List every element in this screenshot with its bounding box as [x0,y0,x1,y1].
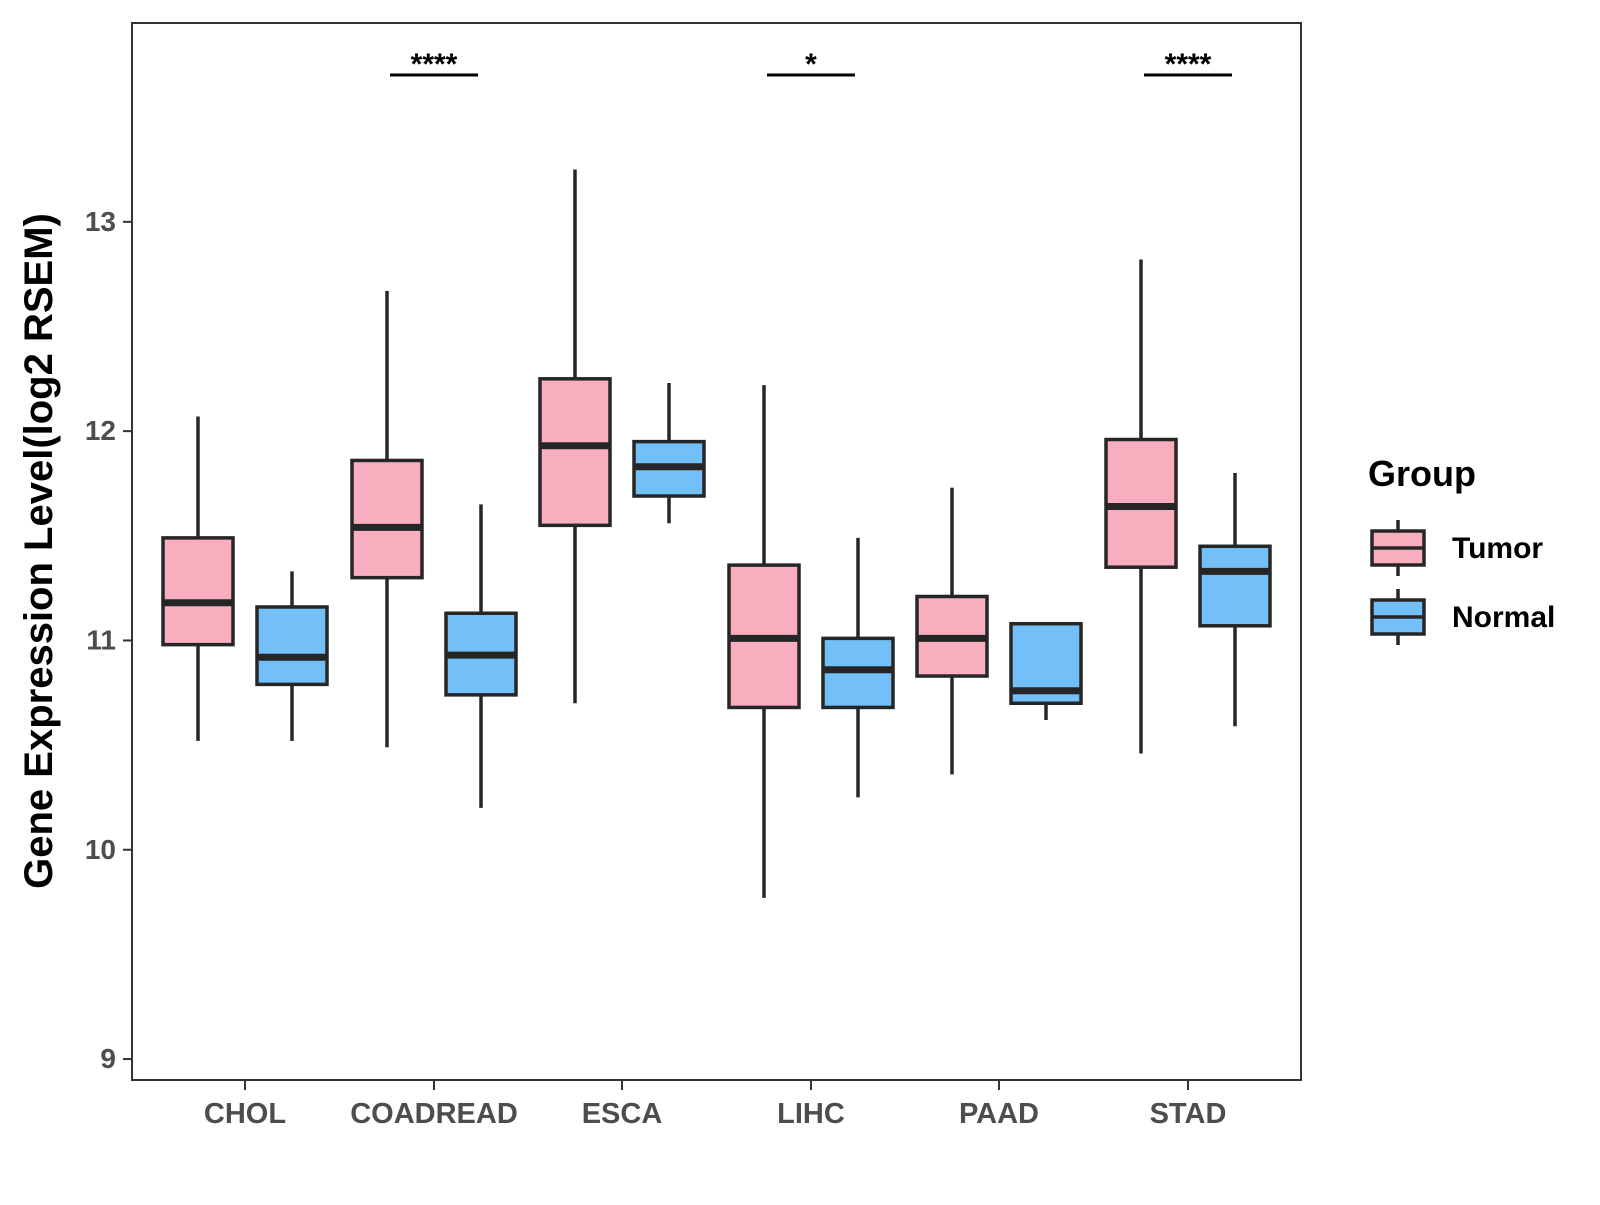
y-axis-title: Gene Expression Level(log2 RSEM) [17,213,61,889]
y-tick-label-13: 13 [85,206,116,237]
x-axis: CHOL COADREAD ESCA LIHC PAAD STAD [204,1080,1226,1130]
iqr-box-tumor-esca [538,377,612,528]
significance-annotations: **** * **** [390,48,1232,81]
box-tumor-chol [161,416,235,741]
y-tick-label-10: 10 [85,834,116,865]
y-tick-label-9: 9 [100,1043,116,1074]
box-tumor-esca [538,169,612,704]
y-tick-label-11: 11 [86,624,116,655]
box-tumor-paad [915,487,989,775]
box-normal-chol [255,571,329,741]
box-normal-esca [632,383,706,524]
box-normal-coadread [444,504,518,808]
iqr-box-tumor-coadread [350,458,424,580]
iqr-box-normal-stad [1198,544,1272,628]
legend-label-tumor: Tumor [1452,532,1543,565]
x-tick-label-chol: CHOL [204,1098,286,1130]
legend: Group Tumor Normal [1368,453,1555,645]
significance-label-coadread: **** [411,48,458,81]
marks-layer [161,169,1272,898]
y-tick-label-12: 12 [85,415,116,446]
box-tumor-lihc [727,385,801,898]
box-normal-stad [1198,473,1272,727]
significance-label-lihc: * [805,48,817,81]
box-normal-paad [1009,621,1083,720]
x-tick-label-esca: ESCA [582,1098,663,1130]
box-tumor-stad [1104,259,1178,754]
legend-item-normal: Normal [1370,589,1555,645]
iqr-box-normal-chol [255,605,329,687]
box-tumor-coadread [350,290,424,748]
x-tick-label-coadread: COADREAD [350,1098,518,1130]
plot-panel-border [131,22,1302,1081]
significance-label-stad: **** [1165,48,1212,81]
iqr-box-tumor-chol [161,536,235,647]
box-normal-lihc [821,537,895,798]
legend-title: Group [1368,453,1476,494]
legend-label-normal: Normal [1452,601,1555,634]
x-tick-label-stad: STAD [1150,1098,1227,1130]
y-axis: 9 10 11 12 13 [85,206,132,1074]
x-tick-label-paad: PAAD [959,1098,1039,1130]
x-tick-label-lihc: LIHC [777,1098,845,1130]
legend-item-tumor: Tumor [1370,520,1543,576]
